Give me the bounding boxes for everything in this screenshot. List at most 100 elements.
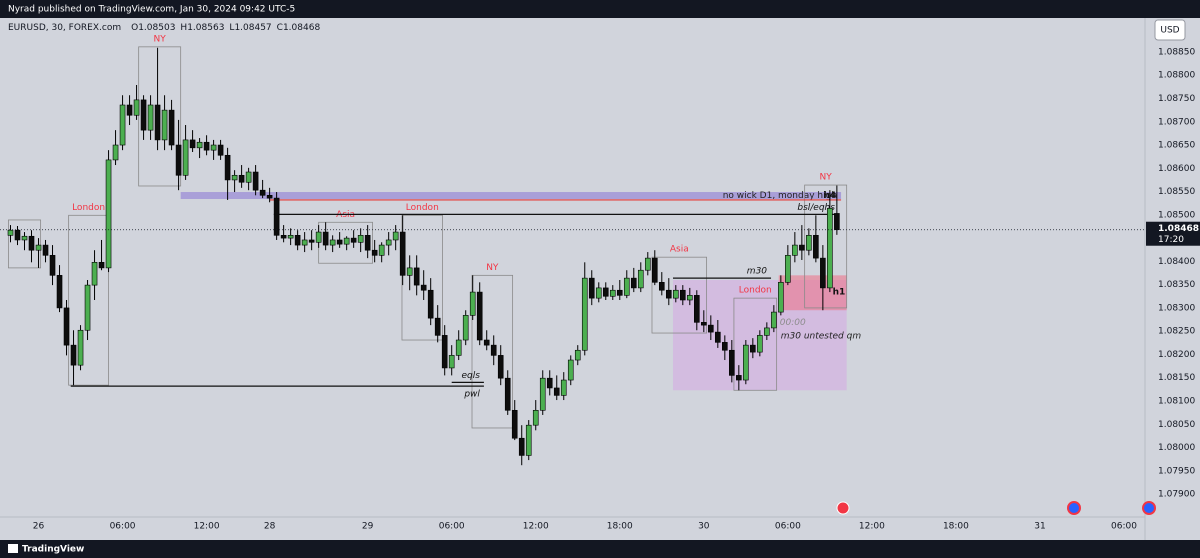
level-label: m30 xyxy=(747,267,767,277)
candle-body xyxy=(196,141,203,149)
x-tick-label: 28 xyxy=(264,522,276,532)
candle-body xyxy=(785,255,791,283)
candle-body xyxy=(112,144,119,161)
ohlc-prefix: L xyxy=(229,23,234,33)
symbol-legend: EURUSD, 30, FOREX.com O1.08503 H1.08563 L1.… xyxy=(8,23,320,33)
candle-body xyxy=(189,139,196,149)
candle-body xyxy=(476,291,483,341)
zone-label: m30 untested qm xyxy=(781,332,862,342)
currency[interactable]: USD xyxy=(1160,26,1179,36)
candle-body xyxy=(630,277,637,289)
candle-body xyxy=(77,329,84,366)
zone-label: NY xyxy=(820,173,833,183)
y-tick-label: 1.07900 xyxy=(1158,490,1195,500)
candle-body xyxy=(722,342,728,351)
candle-body xyxy=(392,231,399,241)
candle-body xyxy=(56,275,63,309)
candle-body xyxy=(455,339,462,356)
x-tick-label: 12:00 xyxy=(194,522,220,532)
marker-label: 00:00 xyxy=(780,318,806,328)
event-icon[interactable] xyxy=(1067,501,1081,515)
candle-body xyxy=(757,335,763,353)
x-tick-label: 06:00 xyxy=(439,522,465,532)
candle-body xyxy=(140,99,147,131)
level-label: bsl/eqhs xyxy=(797,203,835,213)
candle-body xyxy=(679,289,686,301)
candle-body xyxy=(490,344,497,356)
candle-body xyxy=(126,104,133,116)
level-label: eqls xyxy=(461,371,480,381)
candle-body xyxy=(427,289,434,319)
session-box xyxy=(651,256,708,334)
candle-body xyxy=(672,289,679,299)
candle-body xyxy=(553,387,560,396)
candle-body xyxy=(651,257,658,283)
candle-body xyxy=(287,235,294,239)
candle-body xyxy=(105,159,112,269)
candle-body xyxy=(827,208,833,289)
candle-body xyxy=(595,287,602,299)
candle-body xyxy=(28,235,35,251)
marker-label: h1 xyxy=(833,288,846,298)
candle-body xyxy=(497,355,504,379)
candle-body xyxy=(609,289,616,297)
candle-body xyxy=(778,282,784,313)
y-tick-label: 1.07950 xyxy=(1158,466,1195,476)
zone-label: Asia xyxy=(670,245,689,255)
candle-body xyxy=(532,409,539,426)
candle-body xyxy=(7,229,14,236)
candle-body xyxy=(210,144,217,151)
candle-body xyxy=(764,327,770,336)
zone-label: London xyxy=(406,203,439,213)
candle-body xyxy=(511,409,518,439)
event-icon[interactable] xyxy=(1142,501,1156,515)
plot: 1.08850 1.08800 1.08750 1.08700 1.08650 1.086… xyxy=(0,34,1200,532)
session-box xyxy=(733,297,778,391)
candle-body xyxy=(694,295,700,323)
candle-body xyxy=(147,104,154,131)
x-tick-label: 06:00 xyxy=(110,522,136,532)
currency-button[interactable] xyxy=(1154,19,1186,41)
ohlc-value: 1.08468 xyxy=(283,23,320,33)
candle-body xyxy=(658,282,665,291)
y-tick-label: 1.08250 xyxy=(1158,327,1195,337)
ohlc-prefix: H xyxy=(180,23,187,33)
candle-body xyxy=(469,291,476,316)
candle-body xyxy=(217,144,224,156)
zone-label: no wick D1, monday high xyxy=(723,191,837,201)
candle-body xyxy=(371,249,378,256)
current-price-box xyxy=(1146,221,1200,246)
candle-body xyxy=(792,244,798,256)
event-icons xyxy=(836,501,1156,515)
candle-body xyxy=(771,311,777,329)
candle-body xyxy=(399,231,406,276)
x-tick-label: 18:00 xyxy=(943,522,969,532)
x-tick-label: 18:00 xyxy=(607,522,633,532)
event-icon[interactable] xyxy=(836,501,850,515)
candle-body xyxy=(224,154,231,181)
x-tick-label: 06:00 xyxy=(775,522,801,532)
ohlc-value: 1.08457 xyxy=(234,23,271,33)
session-box xyxy=(401,214,443,341)
candle-body xyxy=(701,322,707,326)
candle-body xyxy=(14,229,21,241)
candle-body xyxy=(483,339,490,346)
session-box xyxy=(8,219,42,269)
candle-body xyxy=(161,109,168,141)
y-tick-label: 1.08300 xyxy=(1158,303,1195,313)
candle-body xyxy=(420,284,427,291)
x-tick-label: 12:00 xyxy=(859,522,885,532)
candle-body xyxy=(322,231,329,246)
x-tick-label: 06:00 xyxy=(1111,522,1137,532)
marker-label: h4 xyxy=(824,191,837,201)
candle-body xyxy=(154,104,161,141)
candle-body xyxy=(308,239,315,243)
y-tick-label: 1.08000 xyxy=(1158,443,1195,453)
candle-body xyxy=(350,237,357,243)
session-box xyxy=(471,274,514,429)
ohlc-prefix: C xyxy=(277,23,283,33)
x-tick-label: 26 xyxy=(33,522,45,532)
session-box xyxy=(68,214,109,386)
